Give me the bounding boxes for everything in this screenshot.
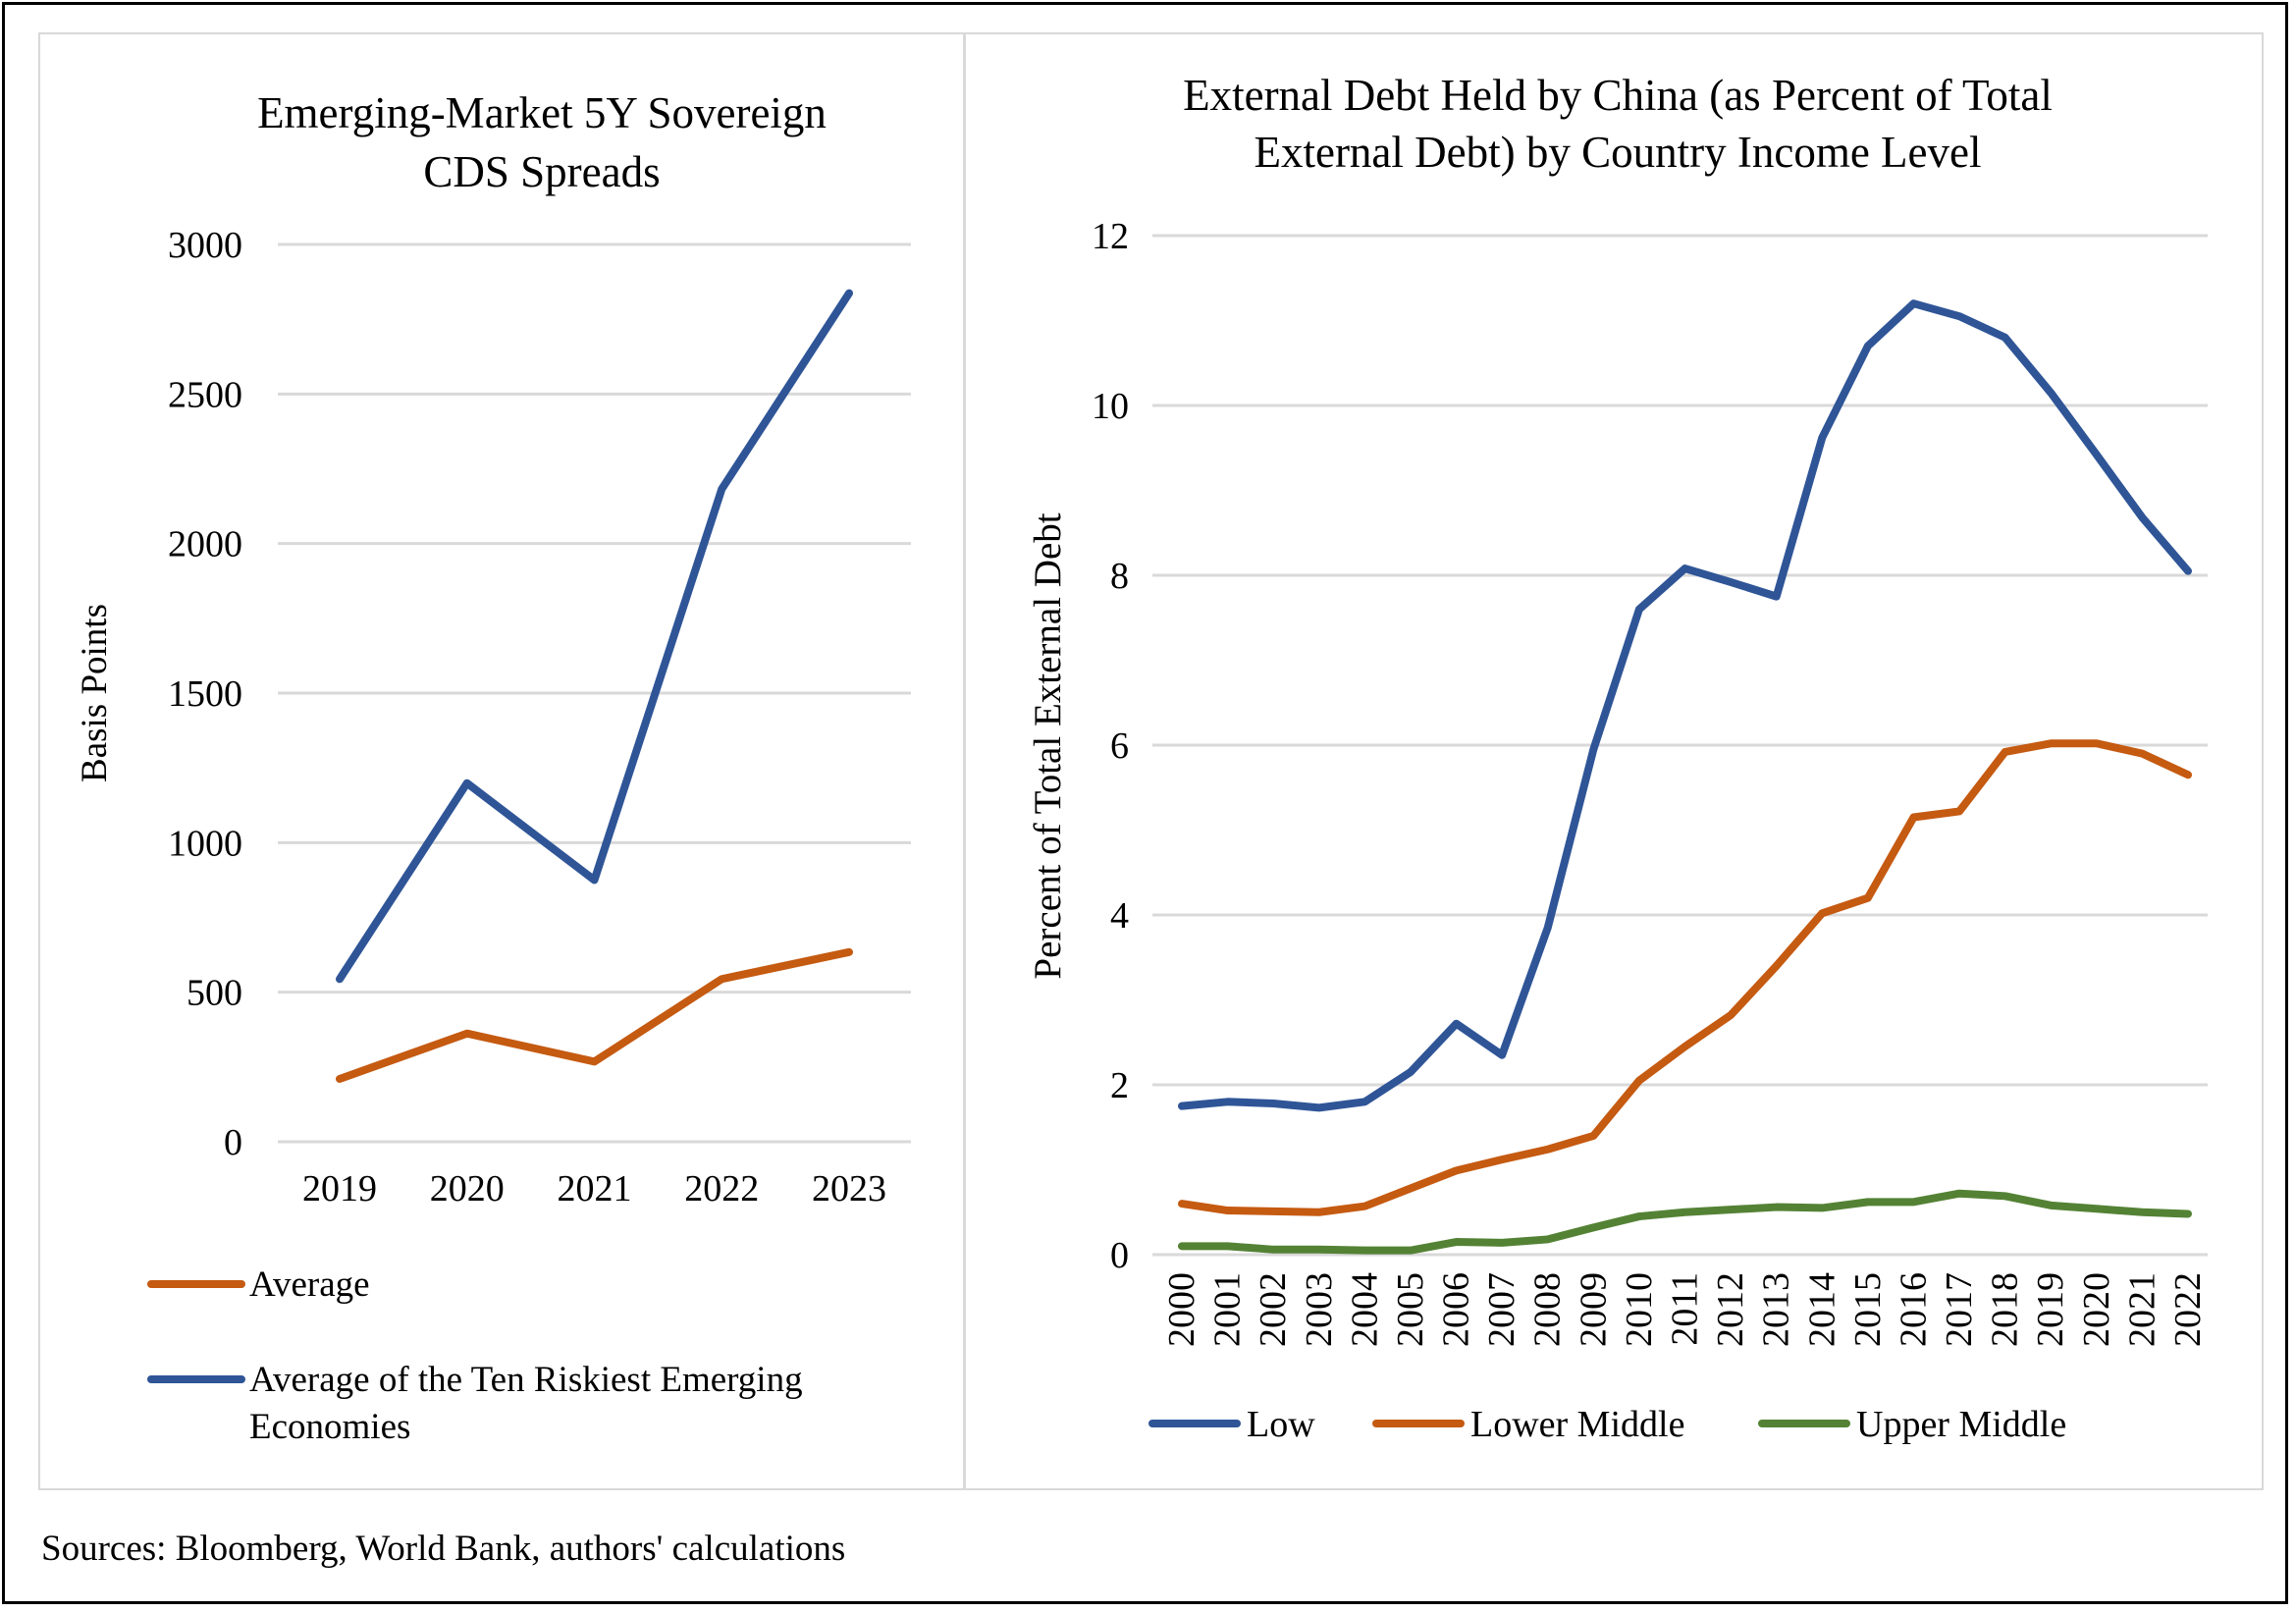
x-tick-label: 2006 — [1436, 1272, 1477, 1347]
y-tick-label: 12 — [1092, 216, 1129, 257]
x-tick-label: 2011 — [1665, 1272, 1706, 1346]
x-tick-label: 2007 — [1481, 1272, 1522, 1347]
chart-title-line-1: External Debt Held by China (as Percent … — [1183, 71, 2053, 120]
y-axis-label: Percent of Total External Debt — [1027, 512, 1069, 979]
series-line-average-of-the-ten-riskiest-emerging-economies — [336, 289, 853, 984]
x-tick-label: 2021 — [558, 1168, 632, 1209]
x-tick-label: 2019 — [302, 1168, 377, 1209]
x-tick-label: 2022 — [2167, 1272, 2209, 1347]
x-tick-label: 2018 — [1985, 1272, 2026, 1347]
x-tick-label: 2013 — [1756, 1272, 1797, 1347]
chart-title-line-2: External Debt) by Country Income Level — [1254, 128, 1981, 177]
x-tick-label: 2008 — [1527, 1272, 1569, 1347]
legend-label-riskiest-line-2: Economies — [249, 1407, 410, 1447]
y-tick-label: 1000 — [168, 823, 242, 864]
x-tick-label: 2000 — [1161, 1272, 1202, 1347]
x-tick-label: 2005 — [1390, 1272, 1431, 1347]
y-tick-label: 8 — [1110, 556, 1129, 597]
series-line-low — [1178, 299, 2192, 1112]
y-tick-label: 2500 — [168, 374, 242, 415]
x-tick-label: 2017 — [1939, 1272, 1980, 1347]
x-tick-label: 2001 — [1207, 1272, 1249, 1347]
legend-label-lower-middle: Lower Middle — [1470, 1404, 1684, 1445]
y-tick-label: 4 — [1110, 895, 1129, 937]
x-tick-label: 2021 — [2121, 1272, 2163, 1347]
x-tick-label: 2016 — [1893, 1272, 1934, 1347]
x-tick-label: 2009 — [1573, 1272, 1614, 1347]
series-line-upper-middle — [1178, 1189, 2192, 1255]
x-tick-label: 2023 — [812, 1168, 886, 1209]
right-chart-panel — [964, 32, 2264, 1490]
legend-label-riskiest-line-1: Average of the Ten Riskiest Emerging — [249, 1360, 803, 1400]
y-tick-label: 10 — [1092, 386, 1129, 427]
x-tick-label: 2019 — [2030, 1272, 2071, 1347]
x-tick-label: 2015 — [1847, 1272, 1889, 1347]
chart-title-line-1: Emerging-Market 5Y Sovereign — [257, 88, 827, 137]
series-line-lower-middle — [1178, 739, 2192, 1216]
y-axis-label: Basis Points — [75, 604, 115, 782]
y-tick-label: 0 — [224, 1122, 242, 1163]
y-tick-label: 500 — [187, 973, 242, 1014]
y-tick-label: 3000 — [168, 225, 242, 266]
series-line-average — [336, 947, 853, 1084]
y-tick-label: 6 — [1110, 725, 1129, 767]
x-tick-label: 2022 — [684, 1168, 759, 1209]
x-tick-label: 2010 — [1619, 1272, 1660, 1347]
x-tick-label: 2003 — [1299, 1272, 1340, 1347]
legend-label-upper-middle: Upper Middle — [1856, 1404, 2066, 1445]
x-tick-label: 2002 — [1253, 1272, 1294, 1347]
y-tick-label: 1500 — [168, 673, 242, 715]
legend-label-low: Low — [1247, 1404, 1315, 1445]
y-tick-label: 2 — [1110, 1065, 1129, 1106]
sources-note: Sources: Bloomberg, World Bank, authors'… — [41, 1529, 846, 1569]
x-tick-label: 2004 — [1344, 1272, 1385, 1347]
legend-label-average: Average — [249, 1264, 370, 1305]
chart-title-line-2: CDS Spreads — [423, 147, 660, 196]
x-tick-label: 2020 — [430, 1168, 505, 1209]
x-tick-label: 2020 — [2076, 1272, 2117, 1347]
y-tick-label: 2000 — [168, 524, 242, 565]
china-external-debt-chart: External Debt Held by China (as Percent … — [1027, 71, 2209, 1445]
cds-spreads-chart: Emerging-Market 5Y Sovereign CDS Spreads… — [75, 88, 911, 1447]
x-tick-label: 2014 — [1801, 1272, 1842, 1347]
y-tick-label: 0 — [1110, 1235, 1129, 1276]
x-tick-label: 2012 — [1710, 1272, 1751, 1347]
